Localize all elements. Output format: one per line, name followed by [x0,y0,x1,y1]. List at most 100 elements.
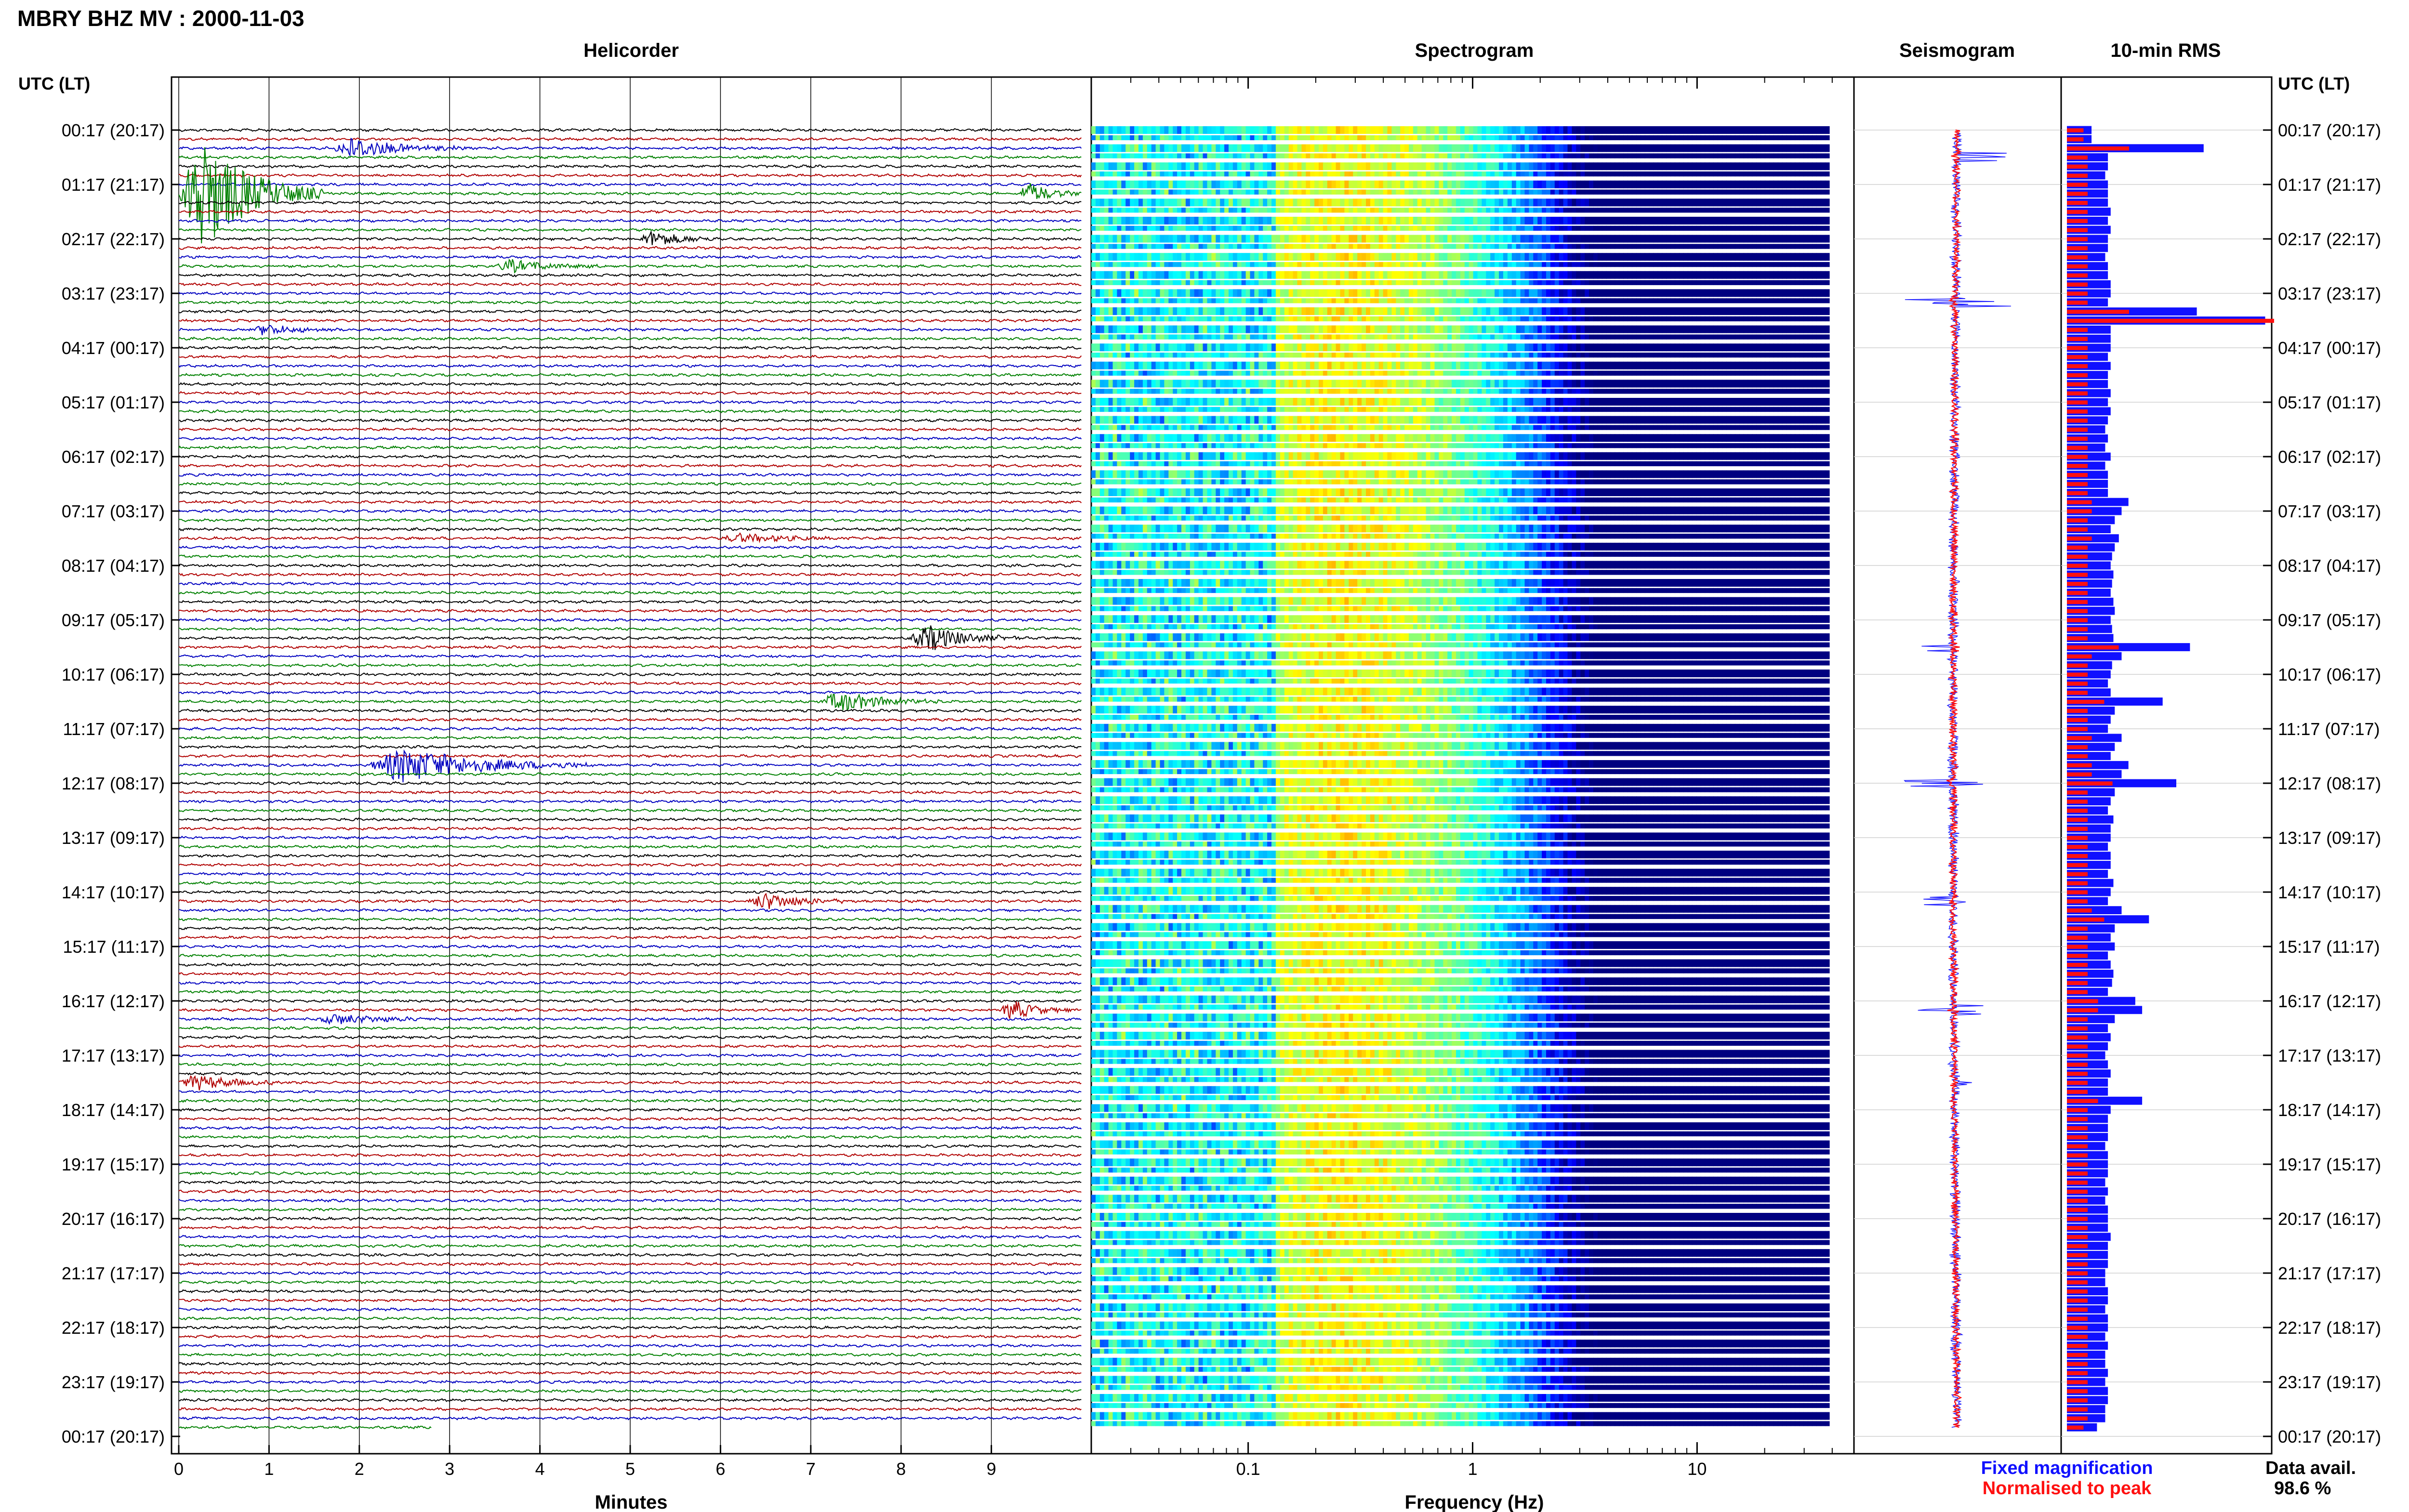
spectrogram-cell [1675,253,1680,261]
spectrogram-cell [1791,126,1796,134]
spectrogram-cell [1478,289,1482,297]
spectrogram-cell [1701,145,1706,152]
spectrogram-cell [1250,171,1255,176]
spectrogram-cell [1726,262,1731,267]
spectrogram-cell [1791,307,1796,315]
spectrogram-cell [1495,135,1499,140]
spectrogram-cell [1258,198,1263,206]
spectrogram-cell [1662,190,1667,195]
spectrogram-cell [1490,326,1495,333]
spectrogram-cell [1705,126,1710,134]
spectrogram-cell [1718,181,1722,188]
spectrogram-cell [1400,190,1405,195]
spectrogram-cell [1478,181,1482,188]
spectrogram-cell [1602,289,1607,297]
spectrogram-cell [1748,298,1753,303]
spectrogram-cell [1104,198,1109,206]
spectrogram-cell [1825,316,1830,321]
spectrogram-cell [1795,181,1800,188]
spectrogram-cell [1726,280,1731,285]
spectrogram-cell [1611,307,1615,315]
spectrogram-cell [1791,271,1796,279]
spectrogram-cell [1641,271,1645,279]
spectrogram-cell [1456,181,1461,188]
spectrogram-cell [1220,198,1225,206]
spectrogram-cell [1134,253,1139,261]
spectrogram-cell [1619,326,1624,333]
spectrogram-cell [1379,280,1384,285]
spectrogram-cell [1439,190,1443,195]
spectrogram-cell [1366,162,1371,170]
spectrogram-cell [1521,181,1525,188]
spectrogram-cell [1220,262,1225,267]
spectrogram-cell [1542,181,1547,188]
spectrogram-cell [1400,145,1405,152]
spectrogram-cell [1254,289,1259,297]
spectrogram-cell [1121,298,1126,303]
spectrogram-cell [1237,262,1242,267]
spectrogram-cell [1297,145,1302,152]
spectrogram-cell [1280,326,1285,333]
spectrogram-cell [1696,253,1701,261]
spectrogram-cell [1332,181,1337,188]
spectrogram-cell [1447,162,1452,170]
spectrogram-cell [1353,217,1358,224]
spectrogram-cell [1211,181,1216,188]
spectrogram-cell [1147,307,1152,315]
spectrogram-cell [1422,181,1427,188]
spectrogram-cell [1242,145,1246,152]
spectrogram-cell [1396,198,1401,206]
spectrogram-cell [1267,289,1272,297]
spectrogram-cell [1568,235,1573,243]
spectrogram-cell [1816,271,1821,279]
spectrogram-cell [1383,307,1388,315]
spectrogram-cell [1735,171,1740,176]
spectrogram-cell [1237,162,1242,170]
spectrogram-cell [1572,145,1576,152]
spectrogram-cell [1173,253,1178,261]
spectrogram-cell [1516,190,1521,195]
spectrogram-cell [1636,198,1641,206]
spectrogram-cell [1744,253,1748,261]
spectrogram-cell [1271,135,1276,140]
spectrogram-cell [1160,316,1165,321]
spectrogram-cell [1138,244,1143,249]
spectrogram-cell [1598,253,1602,261]
spectrogram-cell [1297,162,1302,170]
spectrogram-cell [1821,235,1826,243]
spectrogram-cell [1091,145,1096,152]
spectrogram-cell [1696,262,1701,267]
spectrogram-cell [1598,262,1602,267]
spectrogram-cell [1254,135,1259,140]
spectrogram-cell [1537,307,1542,315]
spectrogram-cell [1263,198,1268,206]
spectrogram-cell [1370,198,1375,206]
spectrogram-cell [1173,190,1178,195]
spectrogram-cell [1722,208,1727,212]
spectrogram-cell [1143,181,1148,188]
spectrogram-cell [1203,181,1208,188]
spectrogram-cell [1190,171,1195,176]
spectrogram-cell [1649,126,1654,134]
spectrogram-cell [1576,217,1581,224]
spectrogram-cell [1735,262,1740,267]
spectrogram-cell [1705,307,1710,315]
spectrogram-cell [1525,162,1530,170]
spectrogram-cell [1168,190,1173,195]
spectrogram-cell [1143,217,1148,224]
spectrogram-cell [1280,217,1285,224]
spectrogram-cell [1679,235,1684,243]
spectrogram-cell [1138,171,1143,176]
spectrogram-cell [1404,235,1409,243]
spectrogram-cell [1349,334,1353,339]
spectrogram-cell [1641,171,1645,176]
spectrogram-cell [1422,135,1427,140]
spectrogram-cell [1760,298,1765,303]
spectrogram-cell [1430,316,1435,321]
spectrogram-cell [1529,298,1534,303]
spectrogram-cell [1774,145,1778,152]
spectrogram-cell [1160,253,1165,261]
spectrogram-cell [1495,181,1499,188]
spectrogram-cell [1216,126,1220,134]
spectrogram-cell [1460,235,1465,243]
